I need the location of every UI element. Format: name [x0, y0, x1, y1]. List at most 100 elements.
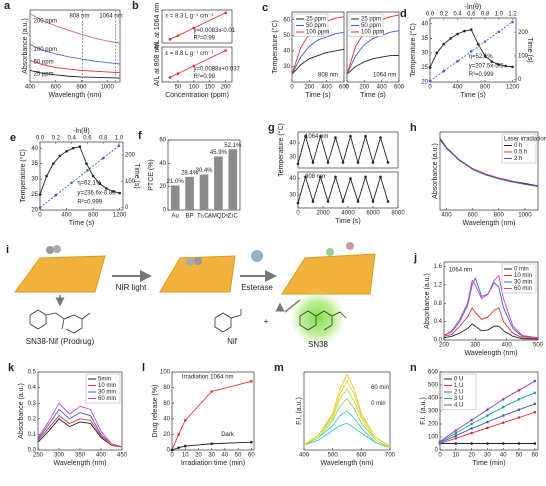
- series-line: [29, 44, 121, 65]
- y-axis-label: Absorbance (a.u.): [424, 273, 431, 329]
- x-tick-label: 1200: [113, 213, 127, 219]
- point: [486, 426, 489, 430]
- point: [497, 63, 501, 66]
- x2-tick-label: 1.0: [115, 136, 124, 142]
- y-tick-label: 0: [435, 448, 439, 454]
- legend-label: 5min: [98, 377, 111, 383]
- point: [386, 200, 390, 203]
- plot-frame: [297, 131, 399, 169]
- y-tick-label: 0.8: [434, 301, 443, 307]
- y-tick-label: 40: [421, 21, 428, 27]
- y-axis-label: F.I. (a.u.): [296, 397, 303, 425]
- x-tick-label: 100: [189, 85, 200, 91]
- x-tick-label: 40: [500, 453, 507, 459]
- annotation: y=0.0088x+0.037: [194, 66, 241, 72]
- series-line: [297, 134, 389, 165]
- plus: +: [264, 317, 269, 326]
- point: [85, 162, 88, 165]
- y-tick-label: 1.2: [434, 283, 443, 289]
- x-axis-label: Irradiation time (min): [181, 460, 245, 467]
- y2-axis-label: Time (s): [133, 163, 140, 188]
- point: [349, 177, 352, 180]
- x2-tick-label: 1.0: [495, 12, 504, 18]
- x-tick-label: 1000: [518, 213, 532, 219]
- point: [501, 414, 505, 417]
- y-tick-label: 100: [160, 370, 171, 376]
- x-axis-label: Wavelength (nm): [462, 220, 515, 227]
- point: [98, 182, 102, 186]
- x-axis-label: Wavelength (nm): [320, 460, 373, 467]
- point: [326, 161, 330, 164]
- value-label: 21.0%: [167, 179, 185, 185]
- panel-label: f: [138, 130, 142, 142]
- point: [250, 440, 253, 444]
- value-label: 52.1%: [224, 143, 242, 149]
- point: [449, 37, 452, 40]
- point: [78, 145, 82, 148]
- series-line: [443, 307, 539, 340]
- point: [91, 174, 95, 178]
- legend-label: 30 min: [514, 280, 532, 286]
- y2-tick-label: 100: [518, 54, 529, 60]
- point: [438, 440, 442, 443]
- x2-tick-label: 1.2: [508, 12, 517, 18]
- bar: [185, 176, 194, 210]
- x-tick-label: 400: [502, 343, 513, 349]
- point: [435, 51, 439, 55]
- point: [470, 418, 473, 422]
- y-tick-label: 30: [289, 192, 296, 198]
- y-axis-label: A/L at 808 nm: [154, 43, 161, 86]
- legend-label: 0 h: [514, 143, 522, 149]
- point: [454, 431, 458, 435]
- annotation: y=236.6x-0.83: [77, 191, 116, 197]
- series-line: [443, 276, 539, 339]
- point: [533, 379, 537, 383]
- cell: [159, 255, 236, 293]
- glow: [290, 290, 346, 346]
- x2-tick-label: 0.2: [52, 136, 61, 142]
- y-tick-label: 25: [31, 192, 38, 198]
- legend-label: 100 ppm: [306, 30, 329, 36]
- series-line: [169, 50, 226, 78]
- molecule: [29, 309, 91, 334]
- legend-label: 2 h: [514, 156, 522, 162]
- series-line: [37, 415, 123, 448]
- x-tick-label: 0: [345, 85, 349, 91]
- point: [210, 390, 213, 393]
- y-tick-label: 20: [159, 184, 166, 190]
- x-tick-label: 250: [33, 453, 44, 459]
- legend: [293, 13, 329, 37]
- point: [511, 65, 514, 69]
- y-axis-label: A/L at 1064 nm: [154, 3, 161, 50]
- series-line: [303, 388, 391, 448]
- series-line: [37, 408, 123, 448]
- y2-tick-label: 200: [125, 153, 136, 159]
- y-tick-label: 0: [163, 208, 167, 214]
- point: [168, 76, 172, 79]
- legend-label: 50 ppm: [361, 23, 381, 29]
- point: [210, 442, 213, 446]
- point: [442, 42, 446, 46]
- annotation: ε = 8.3 L g⁻¹ cm⁻¹: [166, 14, 214, 20]
- point: [296, 201, 300, 205]
- x-tick-label: 200: [439, 343, 450, 349]
- x-tick-label: AMQDs: [208, 214, 229, 220]
- x-axis-label: Wavelength (nm): [53, 460, 106, 467]
- series-label: Irradiation 1064 nm: [182, 374, 234, 380]
- x-tick-label: 450: [117, 453, 128, 459]
- series-line: [29, 13, 121, 44]
- x2-tick-label: 0.6: [467, 12, 476, 18]
- plot-frame: [171, 371, 255, 451]
- point: [250, 380, 253, 383]
- value-label: 30.4%: [195, 168, 213, 174]
- y-tick-label: 40: [289, 141, 296, 147]
- panel-label: k: [8, 362, 15, 374]
- panel-label: l: [142, 362, 145, 374]
- point: [45, 174, 48, 178]
- molecule-label: SN38: [308, 340, 329, 349]
- x-tick-label: 800: [88, 213, 99, 219]
- x2-tick-label: 0.8: [99, 136, 108, 142]
- legend-label: 60 min: [514, 286, 532, 292]
- y-tick-label: 40: [289, 176, 296, 182]
- plot-frame: [439, 131, 539, 211]
